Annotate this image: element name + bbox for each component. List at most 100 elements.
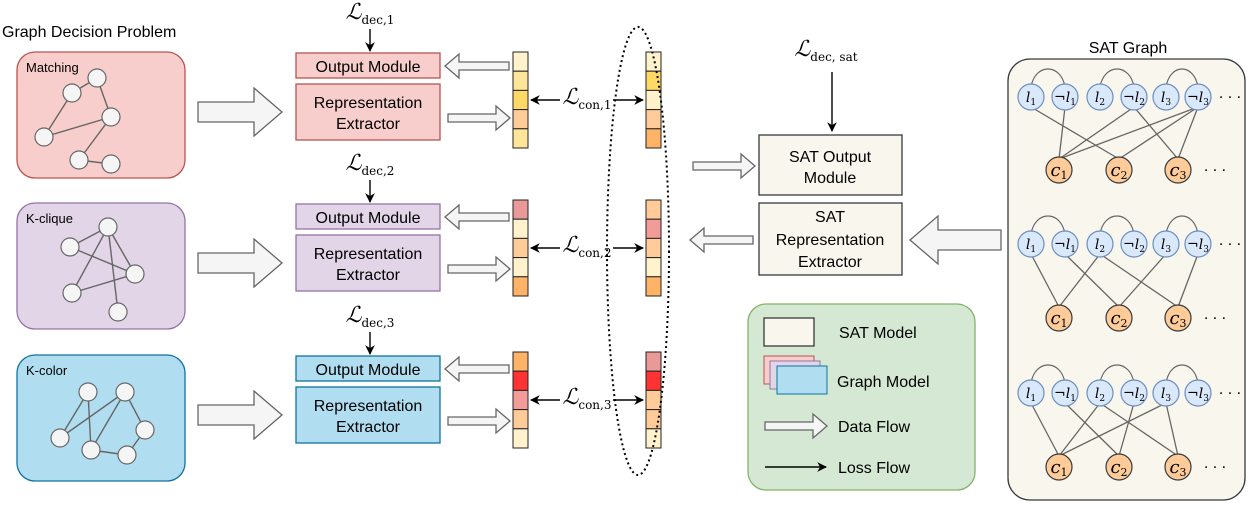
graph-node bbox=[62, 283, 82, 303]
legend-graph-model: Graph Model bbox=[837, 374, 930, 391]
literal-node bbox=[1086, 83, 1114, 111]
graph-edge bbox=[90, 391, 126, 451]
loss-con-label: ℒcon,2 bbox=[563, 233, 612, 260]
literal-clause-edge bbox=[1064, 402, 1120, 457]
extractor-label-line2: Extractor bbox=[336, 267, 401, 284]
embedding-cell bbox=[645, 351, 662, 372]
literal-clause-edge bbox=[1058, 402, 1101, 457]
embedding-cell bbox=[512, 389, 529, 411]
literal-clause-edge bbox=[1099, 402, 1179, 457]
output-module bbox=[295, 203, 441, 230]
literal-label: ¬l3 bbox=[1187, 386, 1209, 404]
output-module bbox=[295, 52, 441, 79]
data-flow-arrow bbox=[689, 226, 754, 254]
graph-node bbox=[87, 68, 107, 88]
graph-edge bbox=[87, 391, 92, 451]
clause-label: c2 bbox=[1110, 160, 1127, 182]
literal-label: l1 bbox=[1026, 237, 1036, 255]
sat-output-label-line1: SAT Output bbox=[789, 149, 872, 166]
data-flow-arrow bbox=[447, 407, 511, 435]
literal-label: ¬l1 bbox=[1054, 237, 1076, 255]
data-flow-arrow bbox=[197, 237, 283, 289]
embedding-cell bbox=[512, 70, 529, 91]
literal-label: ¬l1 bbox=[1054, 386, 1076, 404]
literal-label: l2 bbox=[1095, 237, 1105, 255]
ellipsis: · · · bbox=[1219, 237, 1241, 253]
graph-node bbox=[78, 382, 98, 402]
literal-clause-edge bbox=[1058, 106, 1199, 160]
diagram-title: Graph Decision Problem bbox=[2, 24, 176, 41]
data-flow-arrow bbox=[447, 255, 511, 283]
embedding-cell bbox=[645, 276, 662, 297]
literal-pair-edge bbox=[1165, 68, 1199, 88]
embedding-cell bbox=[645, 257, 662, 278]
sat-extractor-label-line2: Representation bbox=[776, 232, 885, 249]
clause-node bbox=[1045, 156, 1073, 184]
graph-node bbox=[135, 420, 155, 440]
graph-node bbox=[125, 264, 145, 284]
graph-node bbox=[108, 302, 128, 322]
embedding-cell bbox=[512, 276, 529, 297]
sat-output-module bbox=[758, 134, 903, 196]
graph-node bbox=[62, 83, 82, 103]
literal-node bbox=[1086, 230, 1114, 258]
legend-loss-flow: Loss Flow bbox=[838, 460, 910, 477]
literal-node bbox=[1120, 379, 1148, 407]
embedding-cell bbox=[645, 389, 662, 411]
literal-pair-edge bbox=[1030, 215, 1066, 235]
embedding-cell bbox=[645, 199, 662, 220]
clause-label: c2 bbox=[1110, 457, 1127, 479]
literal-pair-edge bbox=[1165, 364, 1199, 384]
literal-node bbox=[1051, 83, 1079, 111]
embedding-cell bbox=[512, 257, 529, 278]
clause-label: c1 bbox=[1050, 308, 1067, 330]
legend: SAT Model Graph Model Data Flow Loss Flow bbox=[747, 303, 976, 491]
literal-label: l3 bbox=[1161, 237, 1171, 255]
output-module bbox=[295, 355, 441, 382]
embedding-cell bbox=[645, 218, 662, 239]
sat-graph-instance: l1 ¬l1 l2 ¬l2 l3 ¬l3 · · · c1 c2 c3 · · · bbox=[1017, 215, 1241, 332]
embedding-cell bbox=[512, 89, 529, 111]
literal-clause-edge bbox=[1165, 402, 1179, 457]
problem-matching: Matching bbox=[16, 51, 186, 179]
problem-panel bbox=[16, 51, 186, 179]
graph-node bbox=[34, 127, 54, 147]
legend-panel bbox=[747, 303, 976, 491]
loss-dec-label: ℒdec,1 bbox=[346, 0, 395, 27]
clause-node bbox=[1105, 453, 1133, 481]
literal-label: ¬l1 bbox=[1054, 90, 1076, 108]
ellipsis: · · · bbox=[1204, 460, 1226, 476]
literal-label: l2 bbox=[1095, 90, 1105, 108]
problem-name: K-clique bbox=[26, 211, 73, 226]
ellipsis: · · · bbox=[1204, 311, 1226, 327]
embedding-cell bbox=[645, 109, 662, 130]
clause-node bbox=[1105, 304, 1133, 332]
clause-label: c2 bbox=[1110, 308, 1127, 330]
literal-pair-edge bbox=[1099, 68, 1135, 88]
output-module-label: Output Module bbox=[316, 210, 421, 227]
clause-node bbox=[1164, 304, 1192, 332]
clause-node bbox=[1164, 156, 1192, 184]
embedding-cell bbox=[512, 51, 529, 72]
literal-clause-edge bbox=[1064, 253, 1120, 308]
extractor-label-line2: Extractor bbox=[336, 419, 401, 436]
graph-node bbox=[101, 107, 121, 127]
literal-clause-edge bbox=[1030, 106, 1120, 160]
problem-panel bbox=[16, 354, 186, 482]
literal-clause-edge bbox=[1030, 253, 1060, 308]
literal-pair-edge bbox=[1030, 364, 1066, 384]
literal-label: l1 bbox=[1026, 90, 1036, 108]
representation-extractor bbox=[295, 234, 441, 292]
loss-dec-label: ℒdec,2 bbox=[346, 151, 395, 178]
loss-dec-label: ℒdec,3 bbox=[346, 303, 395, 330]
sat-graph-panel bbox=[1007, 58, 1246, 501]
literal-label: ¬l2 bbox=[1123, 90, 1145, 108]
literal-pair-edge bbox=[1099, 364, 1135, 384]
loss-con-label: ℒcon,3 bbox=[563, 385, 612, 412]
embedding-cell bbox=[512, 237, 529, 259]
literal-label: ¬l3 bbox=[1187, 90, 1209, 108]
loss-con-label: ℒcon,1 bbox=[563, 85, 612, 112]
graph-edge bbox=[71, 273, 136, 294]
sat-graph-title: SAT Graph bbox=[1089, 40, 1168, 57]
literal-node bbox=[1017, 379, 1045, 407]
